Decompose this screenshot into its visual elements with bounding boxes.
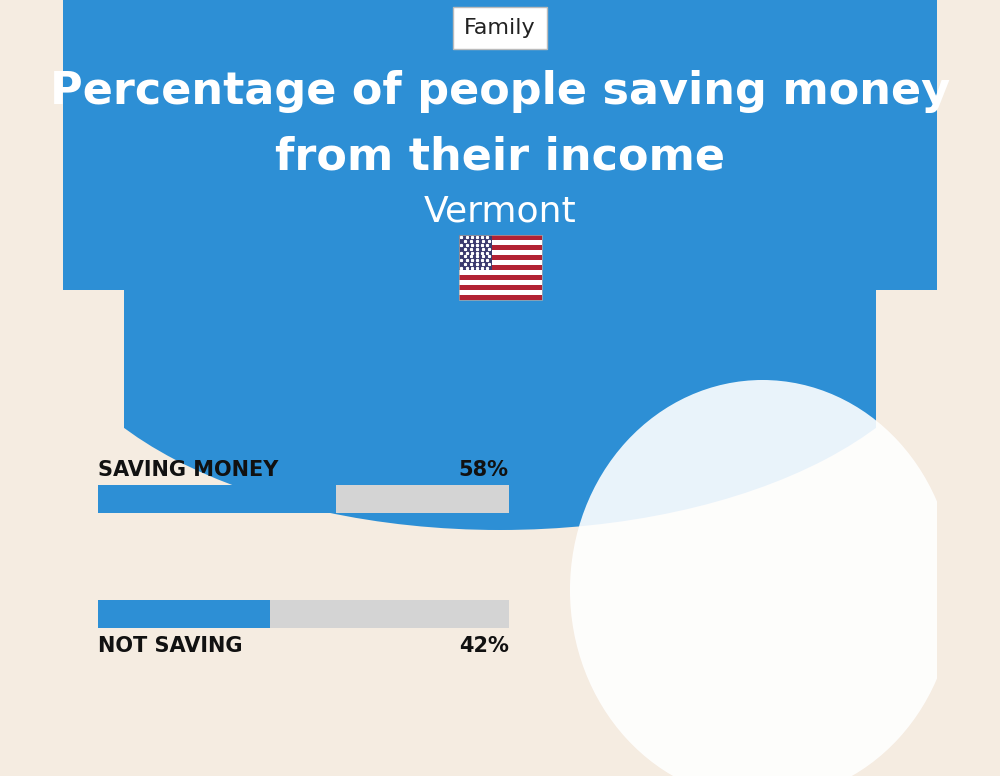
FancyBboxPatch shape bbox=[63, 0, 937, 320]
FancyBboxPatch shape bbox=[459, 240, 542, 245]
FancyBboxPatch shape bbox=[98, 485, 336, 513]
FancyBboxPatch shape bbox=[54, 290, 124, 776]
Text: from their income: from their income bbox=[275, 135, 725, 178]
FancyBboxPatch shape bbox=[459, 295, 542, 300]
FancyBboxPatch shape bbox=[459, 270, 542, 275]
Text: Vermont: Vermont bbox=[424, 195, 576, 229]
Ellipse shape bbox=[570, 380, 955, 776]
Text: 42%: 42% bbox=[459, 636, 509, 656]
FancyBboxPatch shape bbox=[459, 265, 542, 270]
FancyBboxPatch shape bbox=[459, 250, 542, 255]
FancyBboxPatch shape bbox=[459, 235, 492, 270]
FancyBboxPatch shape bbox=[459, 235, 542, 240]
FancyBboxPatch shape bbox=[459, 275, 542, 280]
FancyBboxPatch shape bbox=[98, 600, 270, 628]
FancyBboxPatch shape bbox=[459, 255, 542, 260]
Text: Family: Family bbox=[464, 18, 536, 38]
Text: NOT SAVING: NOT SAVING bbox=[98, 636, 242, 656]
FancyBboxPatch shape bbox=[98, 485, 509, 513]
Text: Percentage of people saving money: Percentage of people saving money bbox=[50, 70, 950, 113]
Ellipse shape bbox=[41, 50, 959, 530]
Text: 58%: 58% bbox=[459, 460, 509, 480]
FancyBboxPatch shape bbox=[459, 285, 542, 290]
FancyBboxPatch shape bbox=[459, 245, 542, 250]
FancyBboxPatch shape bbox=[98, 600, 509, 628]
FancyBboxPatch shape bbox=[459, 290, 542, 295]
FancyBboxPatch shape bbox=[459, 280, 542, 285]
FancyBboxPatch shape bbox=[876, 290, 946, 776]
Text: SAVING MONEY: SAVING MONEY bbox=[98, 460, 278, 480]
FancyBboxPatch shape bbox=[459, 260, 542, 265]
